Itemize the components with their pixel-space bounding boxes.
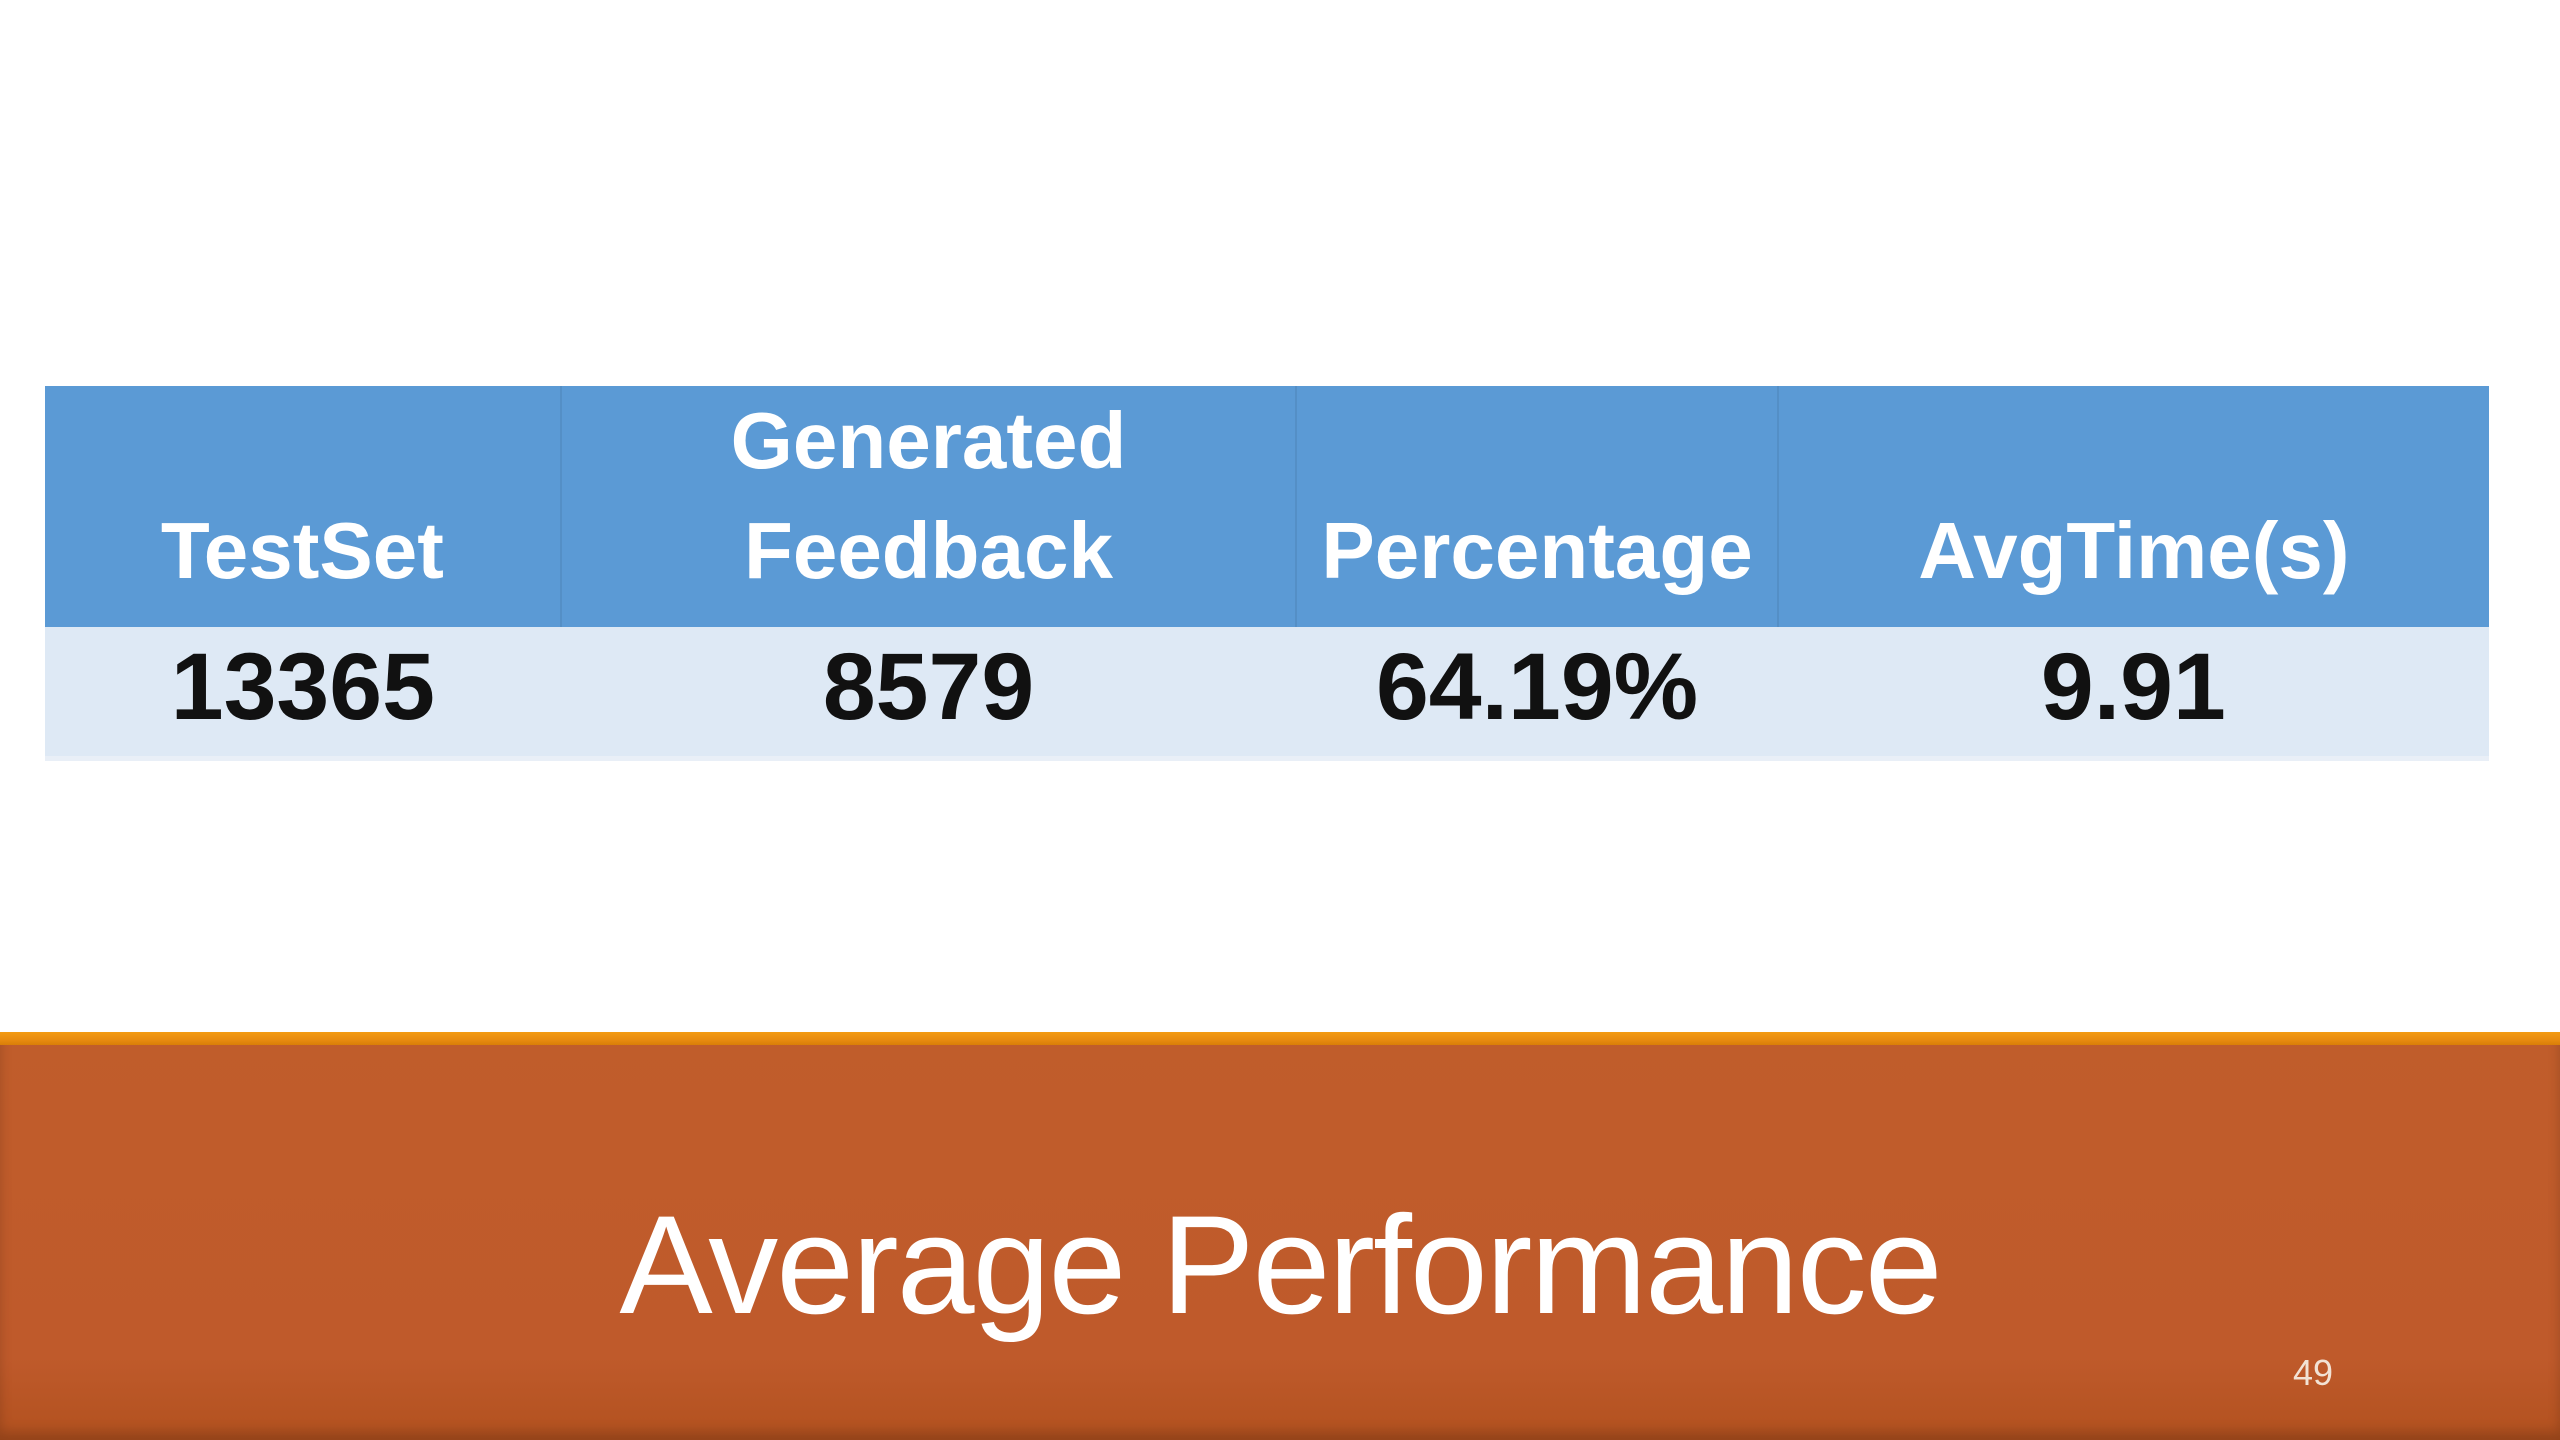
column-header-percentage: Percentage	[1295, 386, 1778, 627]
cell-percentage-value: 64.19%	[1296, 626, 1778, 761]
column-header-generated-feedback: Generated Feedback	[559, 386, 1297, 627]
table-row: 13365 8579 64.19% 9.91	[45, 626, 2489, 761]
banner-accent-strip	[0, 1032, 2560, 1045]
cell-avgtime-value: 9.91	[1777, 626, 2489, 761]
table-body: 13365 8579 64.19% 9.91	[45, 626, 2489, 761]
column-header-avgtime: AvgTime(s)	[1776, 386, 2489, 627]
column-header-testset: TestSet	[45, 386, 561, 627]
table-header: TestSet Generated Feedback Percentage Av…	[45, 386, 2489, 627]
cell-testset-value: 13365	[45, 626, 561, 761]
table-header-row: TestSet Generated Feedback Percentage Av…	[45, 386, 2489, 627]
page-number: 49	[2292, 1352, 2333, 1393]
title-banner: Average Performance 49	[0, 1032, 2560, 1440]
cell-generated-feedback-value: 8579	[560, 626, 1297, 761]
slide-title: Average Performance	[619, 1186, 1942, 1343]
results-table: TestSet Generated Feedback Percentage Av…	[45, 386, 2489, 761]
